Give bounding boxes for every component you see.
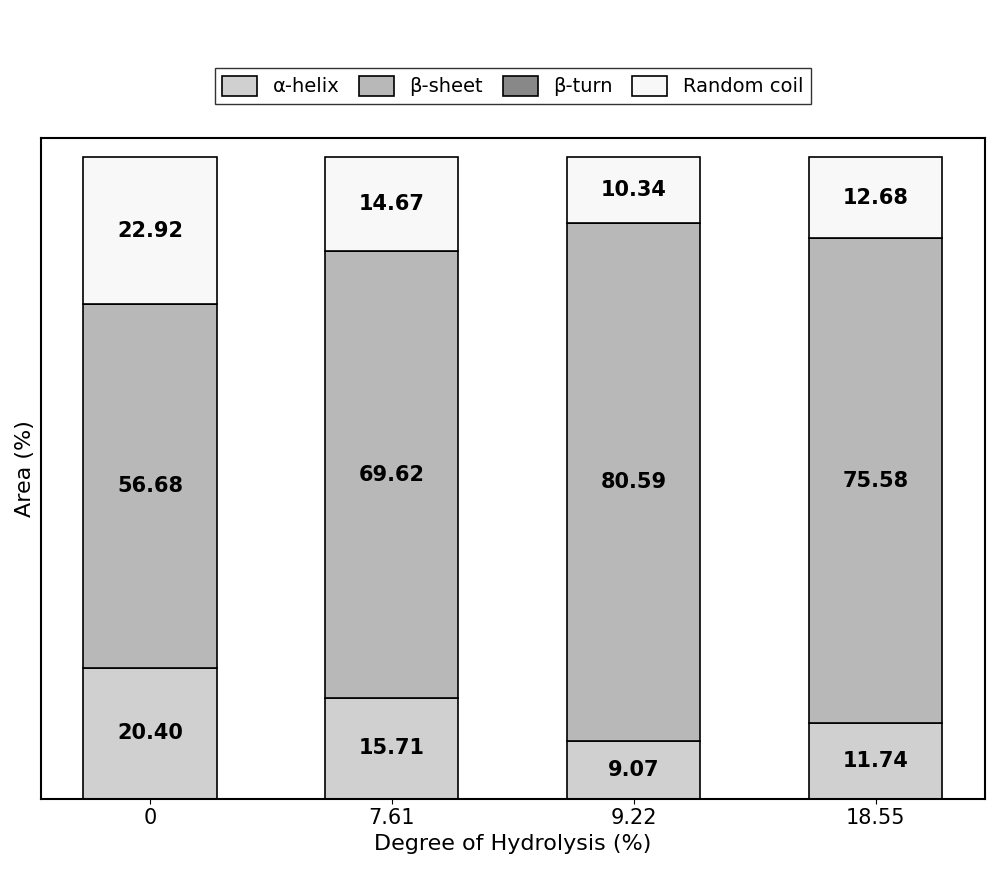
Text: 9.07: 9.07	[608, 760, 659, 779]
Bar	[83, 304, 217, 667]
Text: 22.92: 22.92	[117, 221, 183, 241]
Bar	[567, 223, 700, 740]
Bar	[809, 238, 942, 723]
Text: 10.34: 10.34	[601, 180, 667, 200]
Text: 14.67: 14.67	[359, 194, 425, 214]
Bar	[325, 251, 458, 698]
Bar	[567, 157, 700, 223]
Bar	[567, 740, 700, 799]
Bar	[325, 157, 458, 251]
Bar	[83, 667, 217, 799]
Bar	[809, 157, 942, 238]
X-axis label: Degree of Hydrolysis (%): Degree of Hydrolysis (%)	[374, 834, 651, 854]
Y-axis label: Area (%): Area (%)	[15, 420, 35, 517]
Text: 75.58: 75.58	[842, 471, 909, 491]
Bar	[83, 157, 217, 304]
Text: 69.62: 69.62	[359, 465, 425, 485]
Text: 56.68: 56.68	[117, 476, 183, 496]
Text: 20.40: 20.40	[117, 723, 183, 743]
Bar	[809, 723, 942, 799]
Text: 12.68: 12.68	[843, 188, 908, 208]
Text: 80.59: 80.59	[601, 472, 667, 492]
Legend: α-helix, β-sheet, β-turn, Random coil: α-helix, β-sheet, β-turn, Random coil	[215, 68, 811, 104]
Bar	[325, 698, 458, 799]
Text: 11.74: 11.74	[843, 751, 908, 771]
Text: 15.71: 15.71	[359, 739, 425, 759]
